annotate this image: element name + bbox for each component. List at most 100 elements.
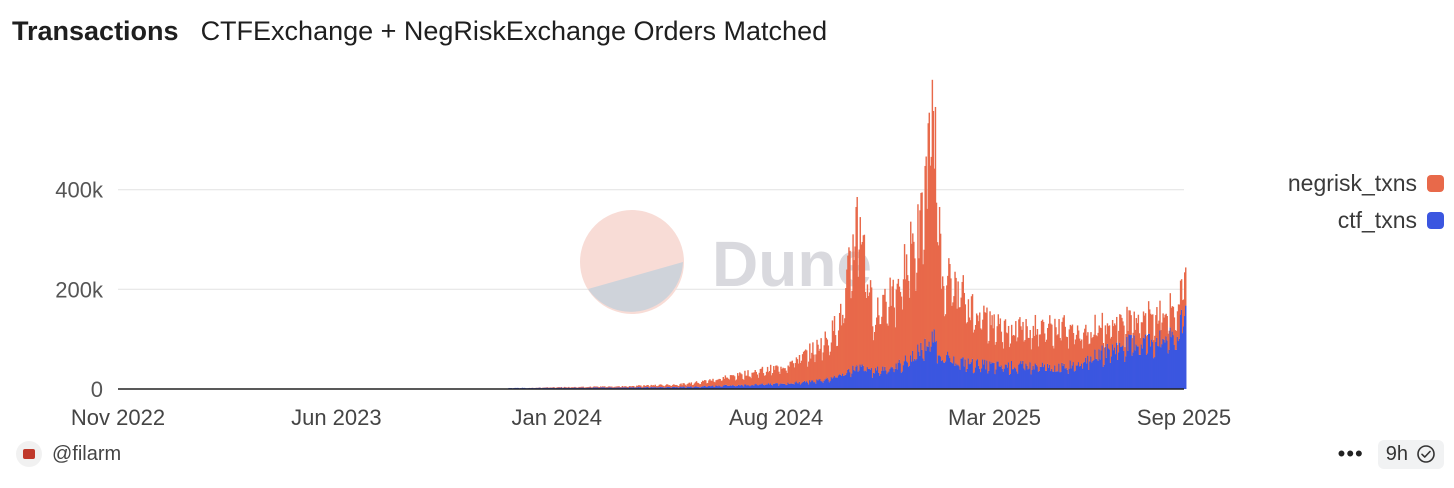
bar-negrisk-txns (1037, 346, 1040, 372)
refresh-age-badge[interactable]: 9h (1377, 439, 1444, 469)
bar-ctf-txns (947, 351, 949, 389)
bar-ctf-txns (989, 361, 991, 389)
bar-negrisk-txns (645, 385, 647, 388)
bar-negrisk-txns (1058, 319, 1060, 364)
bar-ctf-txns (1043, 364, 1046, 389)
bar-ctf-txns (793, 384, 796, 389)
bar-negrisk-txns (1049, 315, 1051, 365)
bar-negrisk-txns (713, 381, 715, 387)
bar-negrisk-txns (775, 365, 777, 384)
bar-ctf-txns (730, 385, 733, 389)
bar-ctf-txns (988, 370, 990, 389)
bar-negrisk-txns (586, 387, 589, 388)
bar-negrisk-txns (955, 277, 957, 364)
bar-negrisk-txns (675, 384, 677, 388)
bar-ctf-txns (910, 355, 912, 389)
bar-ctf-txns (1013, 369, 1015, 389)
bar-ctf-txns (1040, 366, 1043, 389)
bar-ctf-txns (1064, 368, 1066, 389)
bar-negrisk-txns (985, 312, 987, 370)
bar-negrisk-txns (1175, 330, 1178, 350)
bar-ctf-txns (1085, 357, 1087, 389)
bar-ctf-txns (940, 360, 943, 389)
bar-ctf-txns (1165, 336, 1167, 389)
bar-negrisk-txns (876, 317, 878, 371)
bar-ctf-txns (1132, 352, 1134, 389)
bar-negrisk-txns (929, 165, 932, 352)
bar-ctf-txns (994, 374, 996, 389)
bar-ctf-txns (1067, 373, 1070, 389)
bar-negrisk-txns (697, 383, 700, 387)
bar-ctf-txns (1100, 350, 1103, 389)
bar-ctf-txns (695, 386, 698, 389)
bar-negrisk-txns (902, 279, 905, 366)
bar-ctf-txns (732, 385, 735, 389)
bar-ctf-txns (982, 359, 984, 389)
bar-negrisk-txns (839, 303, 842, 375)
bar-ctf-txns (936, 363, 939, 389)
bar-ctf-txns (820, 381, 822, 389)
bar-negrisk-txns (950, 278, 952, 362)
bar-negrisk-txns (983, 305, 985, 365)
bar-ctf-txns (1093, 359, 1095, 389)
bar-negrisk-txns (877, 297, 879, 367)
bar-negrisk-txns (1119, 314, 1121, 343)
bar-ctf-txns (905, 361, 908, 389)
bar-ctf-txns (791, 383, 794, 389)
user-avatar-icon (16, 441, 42, 467)
bar-ctf-txns (808, 384, 810, 389)
bar-ctf-txns (560, 387, 563, 389)
bar-negrisk-txns (632, 385, 635, 388)
bar-ctf-txns (873, 373, 876, 389)
bar-ctf-txns (1062, 365, 1064, 389)
legend-item-ctf[interactable]: ctf_txns (1338, 207, 1444, 234)
bar-ctf-txns (863, 371, 866, 389)
bar-ctf-txns (861, 364, 864, 389)
bar-negrisk-txns (690, 382, 693, 387)
bar-ctf-txns (676, 386, 678, 389)
bar-negrisk-txns (1071, 324, 1074, 366)
bar-ctf-txns (866, 367, 869, 389)
bar-negrisk-txns (795, 357, 798, 382)
bar-ctf-txns (894, 368, 897, 389)
bar-negrisk-txns (836, 345, 839, 378)
bar-negrisk-txns (1089, 343, 1091, 362)
bar-ctf-txns (692, 387, 695, 389)
bar-ctf-txns (714, 387, 716, 389)
bar-negrisk-txns (620, 387, 623, 388)
bar-ctf-txns (868, 369, 871, 389)
bar-negrisk-txns (580, 386, 582, 388)
bar-ctf-txns (974, 367, 977, 389)
legend-item-negrisk[interactable]: negrisk_txns (1288, 170, 1444, 197)
bar-ctf-txns (877, 366, 879, 389)
more-options-icon[interactable]: ••• (1337, 441, 1364, 466)
bar-negrisk-txns (602, 386, 604, 388)
bar-ctf-txns (811, 380, 813, 389)
bar-negrisk-txns (1035, 334, 1038, 365)
bar-ctf-txns (654, 386, 657, 389)
bar-negrisk-txns (619, 387, 622, 388)
bar-ctf-txns (926, 346, 928, 389)
bar-negrisk-txns (1055, 327, 1057, 372)
author-link[interactable]: @filarm (16, 441, 121, 467)
bar-ctf-txns (592, 387, 595, 389)
bar-negrisk-txns (916, 272, 918, 360)
bar-ctf-txns (721, 386, 723, 389)
bar-ctf-txns (823, 380, 825, 389)
bar-ctf-txns (964, 359, 967, 389)
bar-negrisk-txns (1010, 324, 1013, 362)
bar-ctf-txns (976, 359, 979, 389)
bar-negrisk-txns (827, 345, 830, 380)
bar-ctf-txns (1102, 366, 1105, 389)
bar-negrisk-txns (658, 384, 661, 388)
bar-ctf-txns (834, 377, 837, 389)
bar-negrisk-txns (732, 375, 735, 386)
bar-negrisk-txns (849, 250, 851, 373)
bar-negrisk-txns (889, 277, 891, 370)
bar-ctf-txns (658, 387, 661, 389)
bar-negrisk-txns (974, 324, 977, 368)
bar-ctf-txns (1113, 347, 1116, 389)
bar-ctf-txns (990, 363, 992, 389)
bar-negrisk-txns (1050, 323, 1052, 372)
bar-ctf-txns (1139, 354, 1142, 389)
